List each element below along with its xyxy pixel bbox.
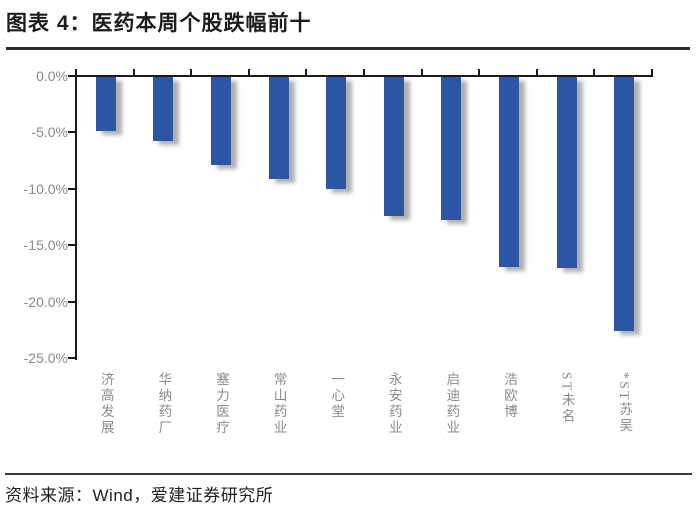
x-axis-tick [593, 69, 596, 76]
y-axis-tick [68, 300, 75, 303]
x-axis-category-label: ST未名 [559, 372, 575, 425]
bar [268, 77, 289, 179]
x-axis-category-label: 一心堂 [329, 372, 345, 420]
x-axis-tick [478, 69, 481, 76]
y-axis-tick-label: -5.0% [31, 124, 68, 141]
x-axis-category-label: 常山药业 [271, 372, 287, 436]
bar [556, 77, 577, 268]
bar [441, 77, 462, 220]
x-axis-category-label: *ST苏吴 [617, 372, 633, 435]
y-axis-tick-label: -10.0% [23, 180, 68, 197]
x-axis-tick [132, 69, 135, 76]
x-axis-category-label: 永安药业 [386, 372, 402, 436]
x-axis-tick [651, 69, 653, 76]
bar [95, 77, 116, 131]
x-axis-tick [420, 69, 423, 76]
x-axis-tick [363, 69, 365, 76]
figure-title: 图表 4：医药本周个股跌幅前十 [6, 12, 312, 35]
x-axis-tick [535, 69, 538, 76]
y-axis-tick [68, 131, 75, 134]
bar [614, 77, 635, 331]
source-divider [5, 473, 692, 475]
x-axis-tick [305, 69, 308, 76]
y-axis-tick-label: 0.0% [36, 68, 68, 84]
x-axis-category-label: 塞力医疗 [214, 372, 229, 436]
y-axis-tick-label: -25.0% [23, 350, 68, 366]
x-axis-category-label: 启迪药业 [444, 372, 460, 436]
x-axis-category-label: 浩欧博 [502, 372, 517, 420]
x-axis-tick [247, 69, 250, 76]
y-axis-tick [68, 187, 75, 190]
y-axis-tick-label: -15.0% [23, 237, 68, 254]
y-axis-line [75, 75, 77, 360]
title-divider [6, 47, 690, 50]
y-axis-tick [68, 75, 75, 77]
bar [499, 77, 519, 267]
y-axis-tick [68, 357, 75, 359]
x-axis-tick [75, 69, 77, 76]
x-axis-tick [190, 69, 193, 76]
source-note: 资料来源：Wind，爱建证券研究所 [5, 486, 274, 505]
x-axis-line [75, 75, 653, 77]
y-axis-tick-label: -20.0% [23, 293, 68, 310]
y-axis-tick [68, 244, 75, 247]
x-axis-category-label: 华纳药厂 [156, 372, 172, 436]
bar [153, 77, 174, 141]
x-axis-category-label: 济高发展 [98, 372, 114, 436]
bar [211, 77, 231, 165]
bar [383, 77, 404, 216]
bar [326, 77, 347, 189]
